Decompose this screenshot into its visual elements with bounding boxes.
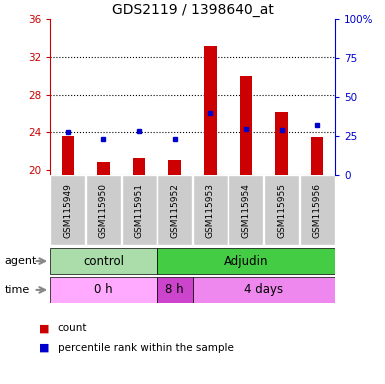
Bar xyxy=(275,112,288,175)
Bar xyxy=(157,248,335,274)
Bar xyxy=(50,175,85,245)
Bar xyxy=(50,277,157,303)
Text: GSM115953: GSM115953 xyxy=(206,183,215,238)
Bar xyxy=(240,76,252,175)
Bar xyxy=(264,175,299,245)
Text: GSM115955: GSM115955 xyxy=(277,183,286,238)
Bar xyxy=(300,175,335,245)
Text: percentile rank within the sample: percentile rank within the sample xyxy=(58,343,234,353)
Title: GDS2119 / 1398640_at: GDS2119 / 1398640_at xyxy=(112,3,273,17)
Bar xyxy=(50,248,157,274)
Bar xyxy=(133,158,145,175)
Text: ■: ■ xyxy=(38,343,49,353)
Text: control: control xyxy=(83,255,124,268)
Bar xyxy=(192,277,335,303)
Text: GSM115952: GSM115952 xyxy=(170,183,179,238)
Bar xyxy=(157,175,192,245)
Bar xyxy=(62,136,74,175)
Text: GSM115949: GSM115949 xyxy=(64,183,72,238)
Bar xyxy=(169,160,181,175)
Text: GSM115956: GSM115956 xyxy=(313,183,321,238)
Text: count: count xyxy=(58,323,87,333)
Text: GSM115954: GSM115954 xyxy=(241,183,250,238)
Text: agent: agent xyxy=(5,256,37,266)
Bar xyxy=(228,175,263,245)
Text: GSM115951: GSM115951 xyxy=(135,183,144,238)
Bar xyxy=(311,137,323,175)
Bar xyxy=(204,46,216,175)
Bar xyxy=(86,175,121,245)
Text: 4 days: 4 days xyxy=(244,283,283,296)
Text: Adjudin: Adjudin xyxy=(224,255,268,268)
Text: time: time xyxy=(5,285,30,295)
Text: GSM115950: GSM115950 xyxy=(99,183,108,238)
Text: ■: ■ xyxy=(38,323,49,333)
Text: 0 h: 0 h xyxy=(94,283,113,296)
Bar xyxy=(97,162,110,175)
Text: 8 h: 8 h xyxy=(166,283,184,296)
Bar xyxy=(193,175,228,245)
Bar xyxy=(122,175,157,245)
Bar xyxy=(157,277,192,303)
